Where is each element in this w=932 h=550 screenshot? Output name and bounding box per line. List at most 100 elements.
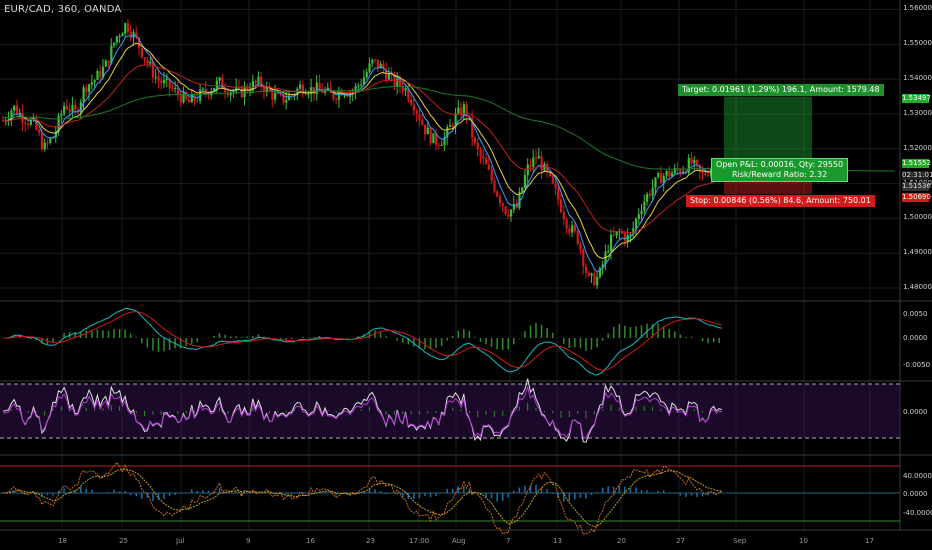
candle-body: [557, 188, 560, 200]
candle-body: [707, 174, 710, 176]
candle-body: [687, 157, 690, 173]
candle-body: [582, 249, 585, 267]
candle-body: [46, 142, 49, 144]
candle-body: [35, 117, 38, 130]
sma-long-line: [3, 85, 896, 172]
candle-body: [179, 94, 182, 103]
x-tick: 27: [676, 537, 685, 545]
price-tag-last: 1.51552: [902, 159, 931, 168]
candle-body: [598, 267, 602, 278]
candle-body: [171, 88, 174, 90]
candle-body: [354, 86, 357, 93]
candle-body: [596, 277, 599, 286]
ema-mid-line: [3, 42, 723, 260]
x-tick: 20: [617, 537, 626, 545]
osc-line: [2, 378, 723, 443]
candle-body: [229, 92, 232, 96]
candle-body: [307, 94, 310, 96]
candle-body: [182, 92, 185, 103]
candle-body: [176, 87, 180, 95]
target-zone: [724, 96, 812, 165]
candle-body: [215, 80, 218, 89]
candle-body: [151, 61, 155, 78]
price-axis-label: 1.53000: [903, 108, 932, 117]
candle-body: [146, 59, 149, 64]
candle-body: [68, 109, 71, 112]
candle-body: [573, 225, 577, 232]
candle-body: [96, 70, 99, 81]
candle-body: [74, 104, 77, 110]
candle-body: [337, 91, 341, 100]
stoch-axis-label: 0.0000: [903, 490, 928, 498]
candle-body: [571, 225, 574, 233]
candle-body: [432, 133, 435, 144]
candle-body: [360, 84, 363, 86]
candle-body: [101, 66, 105, 78]
candle-body: [537, 156, 540, 159]
candle-body: [671, 172, 674, 177]
candle-body: [157, 76, 160, 81]
price-axis-label: 1.48000: [903, 283, 932, 292]
ema-slow-line: [3, 64, 723, 234]
candle-body: [90, 82, 94, 85]
macd-signal-line: [3, 311, 723, 371]
candle-body: [240, 86, 243, 98]
candle-body: [376, 59, 379, 69]
candle-body: [113, 42, 116, 46]
candle-body: [357, 85, 360, 87]
candle-body: [124, 23, 127, 34]
candle-body: [276, 92, 280, 94]
candle-body: [709, 169, 713, 176]
candle-body: [129, 31, 132, 38]
candle-body: [387, 73, 391, 80]
candle-body: [665, 170, 668, 176]
candle-body: [535, 157, 538, 159]
candle-body: [482, 156, 485, 159]
stoch-d-line: [3, 468, 723, 528]
candle-body: [304, 93, 307, 95]
candle-body: [115, 36, 119, 43]
macd-axis-label: 0.0000: [903, 334, 928, 342]
stop-label: Stop: 0.00846 (0.56%) 84.6, Amount: 750.…: [686, 195, 875, 207]
candle-body: [262, 86, 266, 93]
candle-body: [318, 82, 321, 89]
candle-body: [154, 76, 157, 78]
price-tag-timer: 02:31:01: [902, 171, 932, 180]
osc-axis-label: 0.0000: [903, 408, 928, 416]
candle-body: [285, 100, 288, 103]
macd-line: [3, 308, 723, 376]
chart-title: EUR/CAD, 360, OANDA: [4, 4, 122, 15]
candle-body: [529, 164, 532, 167]
candle-body: [65, 105, 69, 110]
candle-body: [454, 113, 457, 128]
candle-body: [701, 171, 704, 173]
candle-body: [99, 70, 102, 78]
candle-body: [518, 191, 521, 208]
x-tick: 9: [246, 537, 251, 545]
candle-body: [640, 210, 643, 215]
candle-body: [243, 86, 246, 98]
candle-body: [15, 105, 19, 115]
candle-body: [26, 123, 30, 125]
candle-body: [634, 218, 638, 229]
candle-body: [204, 88, 207, 93]
candle-body: [362, 77, 366, 85]
candle-body: [493, 180, 496, 192]
candle-body: [385, 69, 388, 80]
candle-body: [548, 172, 552, 176]
candle-body: [274, 92, 277, 100]
candle-body: [565, 219, 568, 229]
macd-axis-label: -0.0050: [903, 361, 931, 369]
candle-body: [221, 77, 224, 89]
candle-body: [299, 84, 302, 89]
candle-body: [373, 59, 377, 61]
candle-body: [38, 129, 41, 134]
candle-body: [460, 107, 463, 116]
candle-body: [401, 86, 404, 91]
candle-body: [632, 228, 635, 235]
candle-body: [10, 110, 13, 120]
candle-body: [673, 168, 677, 173]
x-tick: 13: [553, 537, 562, 545]
candle-body: [82, 87, 85, 103]
